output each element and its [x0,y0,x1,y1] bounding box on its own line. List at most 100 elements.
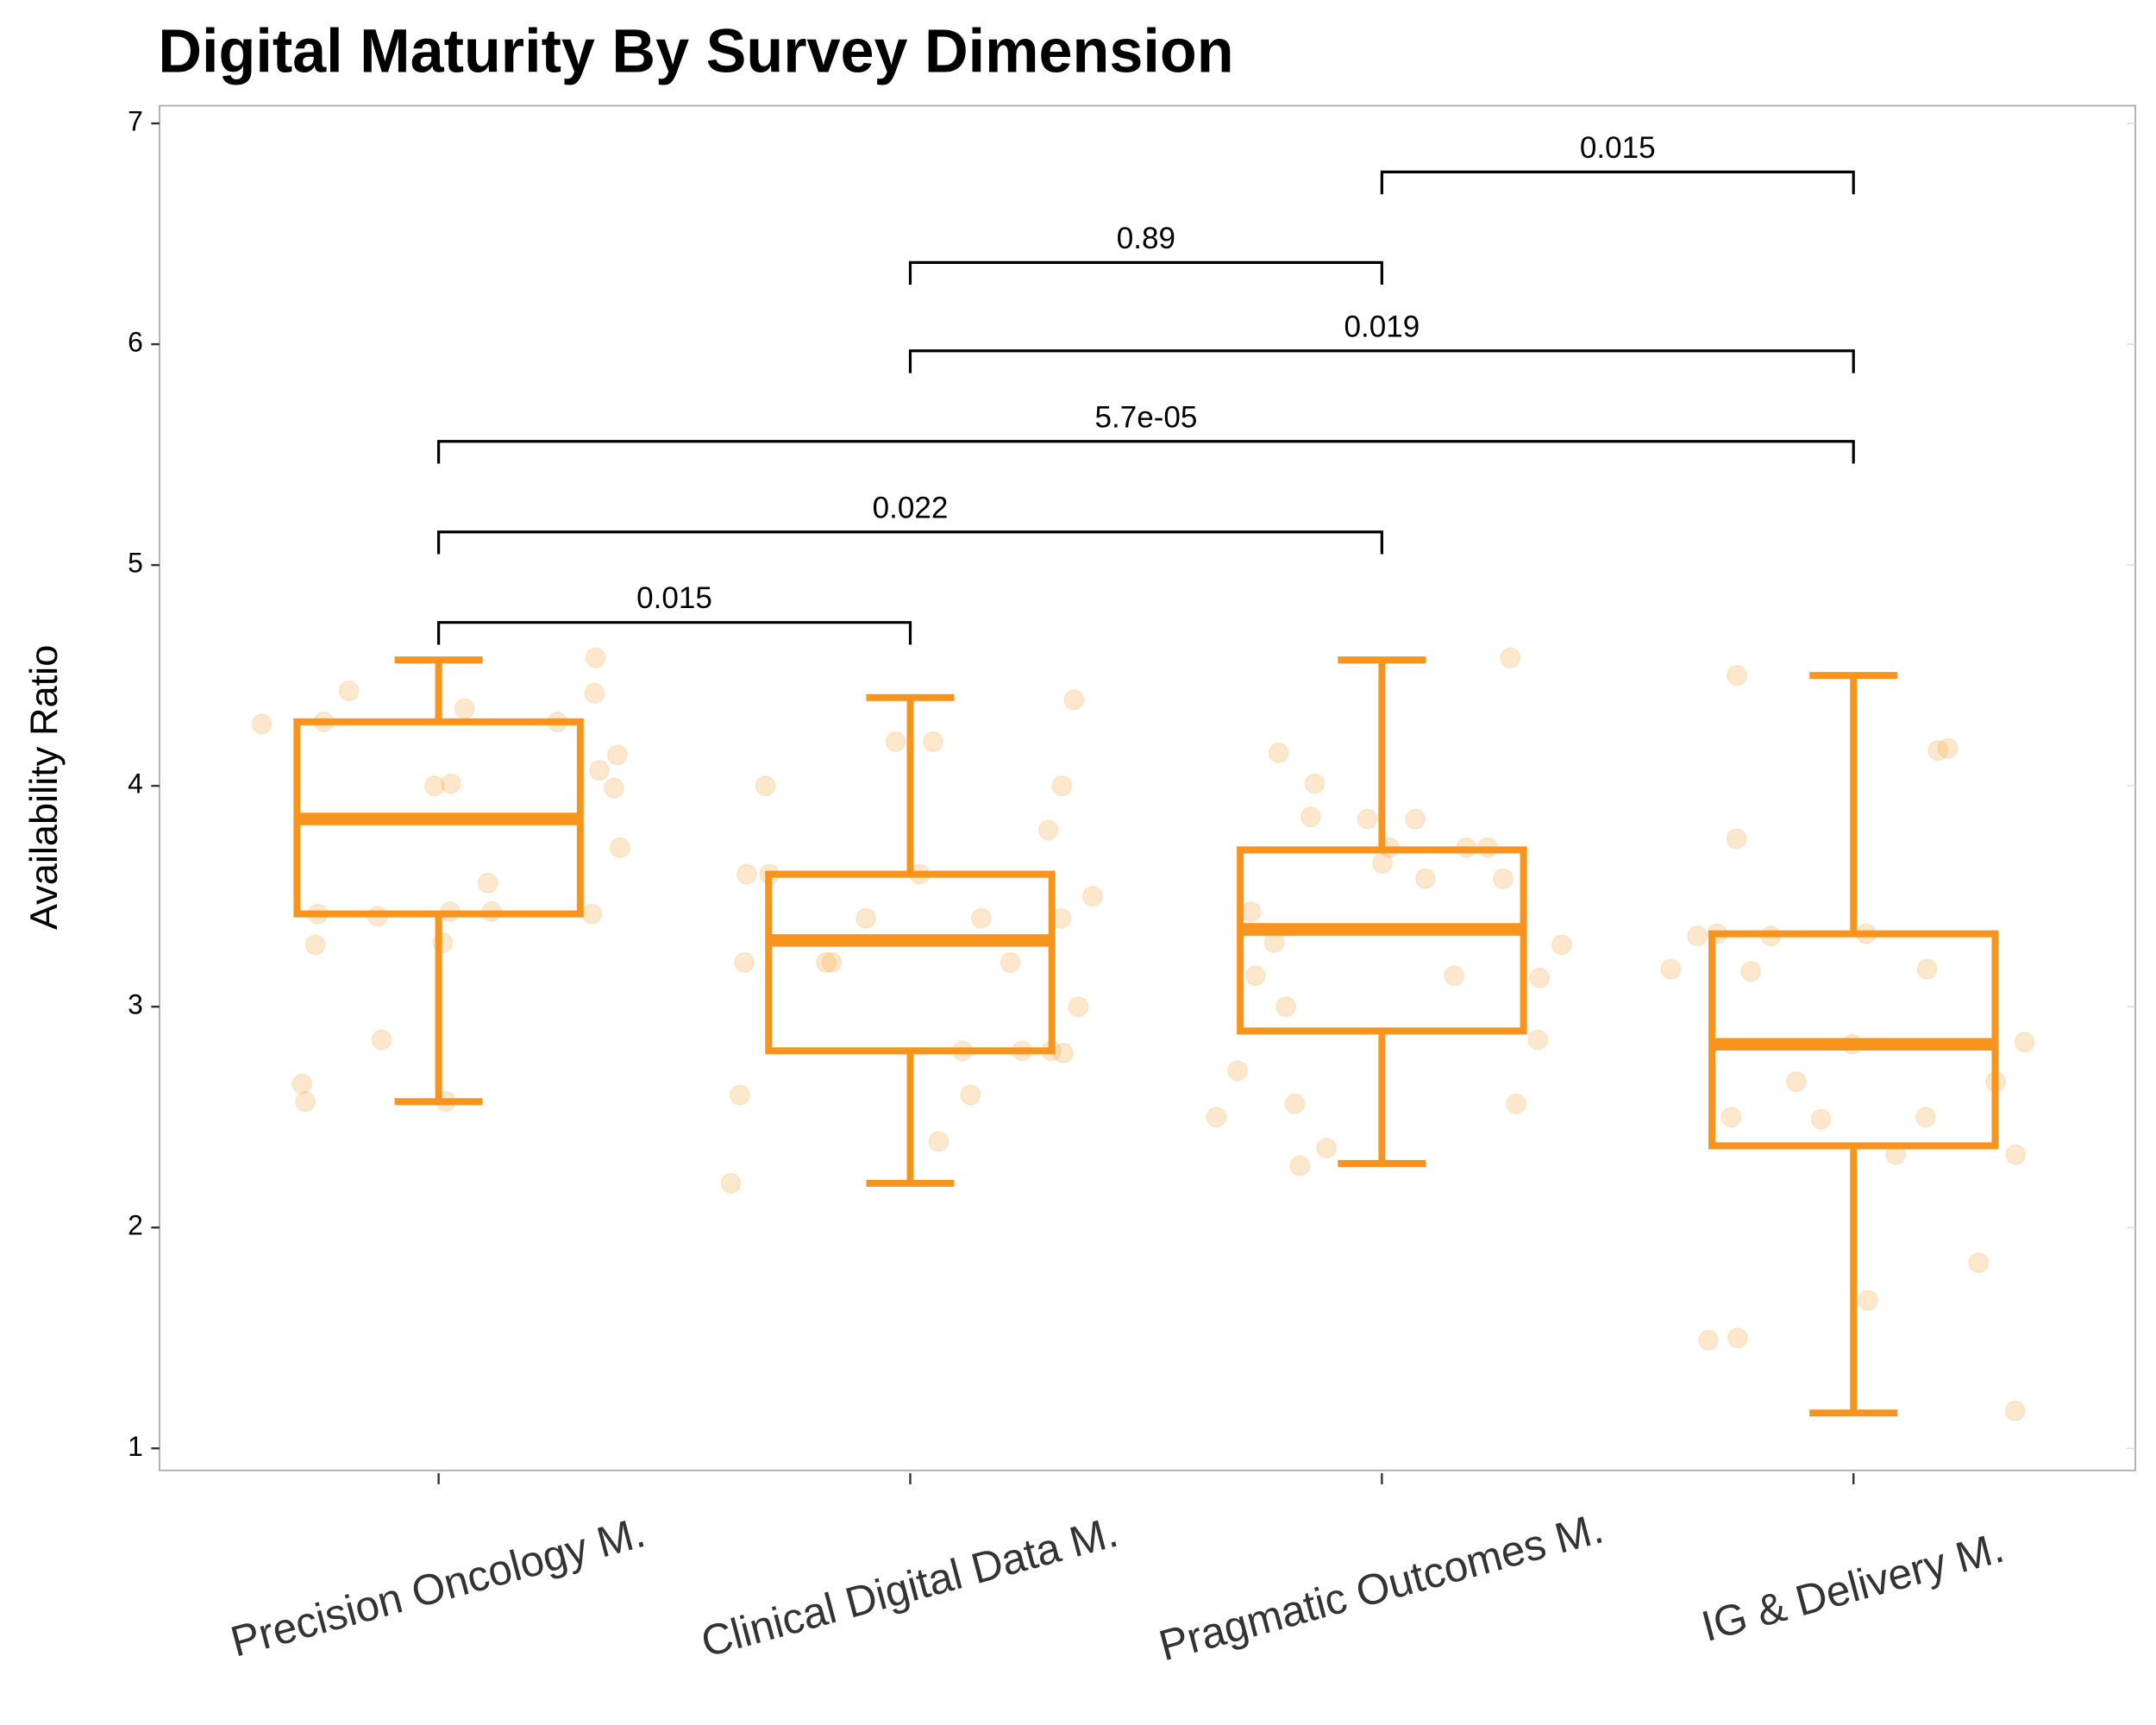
data-point [2014,1032,2035,1053]
data-point [1206,1107,1227,1128]
data-point [604,777,624,799]
data-point [1915,1107,1936,1128]
data-point [1492,868,1514,889]
data-point [960,1084,981,1106]
data-point [1726,828,1747,850]
data-point [1300,806,1321,828]
p-value-label: 0.89 [1117,222,1175,255]
data-point [856,907,876,929]
significance-bracket [908,260,1383,285]
y-tick-label: 2 [128,1210,143,1241]
y-tick-label: 1 [128,1431,143,1462]
data-point [338,680,360,702]
data-point [1937,737,1959,759]
data-point [1372,852,1393,874]
data-point [1551,934,1572,956]
data-point [1405,808,1426,830]
data-point [1068,996,1089,1018]
data-point [477,872,498,894]
data-point [1527,1029,1549,1051]
data-point [1227,1060,1249,1082]
data-point [371,1029,392,1051]
data-point [454,698,475,719]
data-point [1968,1252,1990,1274]
y-axis-label: Availability Ratio [22,645,66,930]
data-point [1414,868,1436,889]
data-point [1244,965,1266,987]
data-point [440,773,461,794]
data-point [1289,1155,1311,1176]
data-point [1506,1093,1527,1114]
data-point [885,731,906,753]
data-point [589,760,611,781]
significance-bracket [1380,170,1855,195]
y-tick-label: 6 [128,326,143,357]
y-tick-label: 5 [128,547,143,578]
y-tick-label: 7 [128,105,143,136]
data-point [1916,958,1938,980]
box [1237,846,1527,1035]
data-point [1500,647,1521,668]
data-point [1037,819,1059,841]
data-point [1740,961,1762,982]
significance-bracket [437,621,912,645]
data-point [970,907,992,929]
chart-title: Digital Maturity By Survey Dimension [158,16,1233,85]
data-point [1927,740,1949,762]
data-point [251,713,273,735]
data-point [1785,1071,1807,1093]
data-point [2004,1400,2026,1421]
data-point [423,775,445,797]
data-point [1810,1108,1832,1130]
data-point [816,951,837,974]
data-point [1063,689,1085,711]
data-point [584,682,605,704]
data-point [1357,808,1378,830]
data-point [755,775,776,797]
p-value-label: 5.7e-05 [1094,400,1197,434]
data-point [1727,665,1747,687]
data-point [928,1131,950,1152]
data-point [609,837,630,858]
significance-bracket [437,440,1855,464]
data-point [1052,1042,1074,1064]
data-point [1529,967,1551,988]
p-value-label: 0.019 [1344,310,1420,343]
y-tick-label: 3 [128,989,143,1020]
panel-border [158,104,2137,1471]
data-point [1051,775,1073,797]
data-point [720,1172,742,1195]
significance-bracket [908,349,1855,373]
data-point [729,1084,750,1106]
box [765,870,1056,1055]
data-point [581,903,603,925]
data-point [1000,951,1021,974]
data-point [1081,886,1103,907]
data-point [1316,1137,1338,1159]
significance-bracket [437,530,1383,555]
data-point [1444,965,1465,987]
p-value-label: 0.022 [873,491,949,524]
data-point [585,647,606,668]
p-value-label: 0.015 [636,581,712,615]
data-point [1857,1289,1878,1311]
data-point [736,863,757,885]
data-point [295,1091,316,1113]
data-point [734,951,755,974]
data-point [304,934,326,956]
y-tick-label: 4 [128,768,143,800]
data-point [1240,900,1262,923]
data-point [1268,742,1289,763]
data-point [606,744,628,766]
data-point [1275,996,1297,1018]
data-point [1727,1327,1748,1349]
data-point [1284,1093,1306,1114]
data-point [821,951,843,974]
data-point [1304,773,1326,794]
data-point [291,1073,313,1095]
data-point [1263,932,1285,954]
p-value-label: 0.015 [1580,131,1656,165]
